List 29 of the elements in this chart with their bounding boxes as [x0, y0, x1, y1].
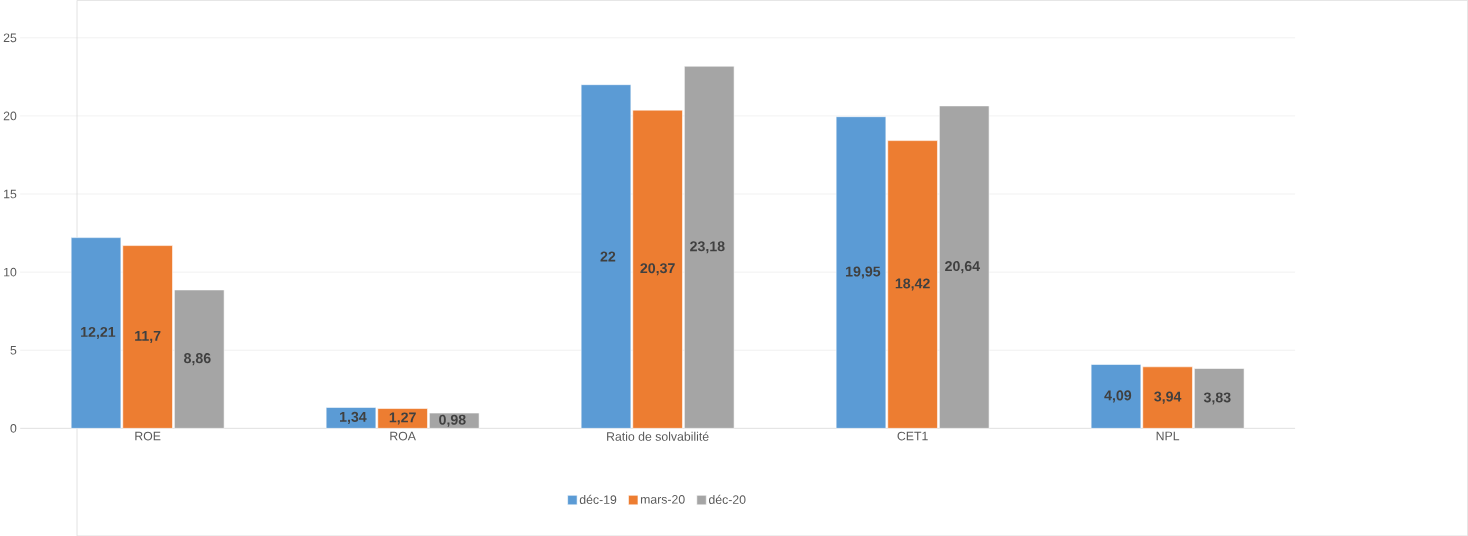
x-tick-label: Ratio de solvabilité — [607, 431, 709, 441]
x-tick-label: ROA — [390, 431, 416, 441]
data-label: 11,7 — [135, 330, 161, 343]
data-label: 3,83 — [1203, 392, 1231, 405]
data-label: 18,42 — [895, 278, 930, 291]
y-tick-label: 0 — [10, 423, 17, 433]
data-label: 19,95 — [846, 266, 881, 279]
data-label: 23,18 — [690, 241, 725, 254]
data-label: 20,37 — [640, 263, 675, 276]
legend-label: mars-20 — [640, 494, 685, 504]
y-tick-label: 20 — [3, 111, 17, 121]
x-tick-label: ROE — [135, 431, 161, 441]
data-label: 0,98 — [439, 414, 466, 427]
data-label: 20,64 — [945, 260, 980, 274]
data-label: 1,34 — [340, 411, 367, 424]
data-label: 3,94 — [1154, 391, 1182, 404]
y-tick-label: 25 — [3, 33, 17, 42]
data-label: 4,09 — [1104, 390, 1132, 403]
data-label: 8,86 — [184, 352, 211, 366]
data-label: 12,21 — [81, 326, 116, 339]
y-tick-label: 5 — [10, 345, 17, 355]
x-tick-label: NPL — [1156, 431, 1180, 440]
y-tick-label: 10 — [4, 267, 17, 277]
legend-label: déc-20 — [708, 494, 746, 504]
data-label: 22 — [600, 251, 616, 262]
y-tick-label: 15 — [4, 189, 17, 199]
x-tick-label: CET1 — [897, 431, 928, 441]
data-label: 1,27 — [389, 412, 416, 425]
legend-label: déc-19 — [579, 494, 617, 504]
